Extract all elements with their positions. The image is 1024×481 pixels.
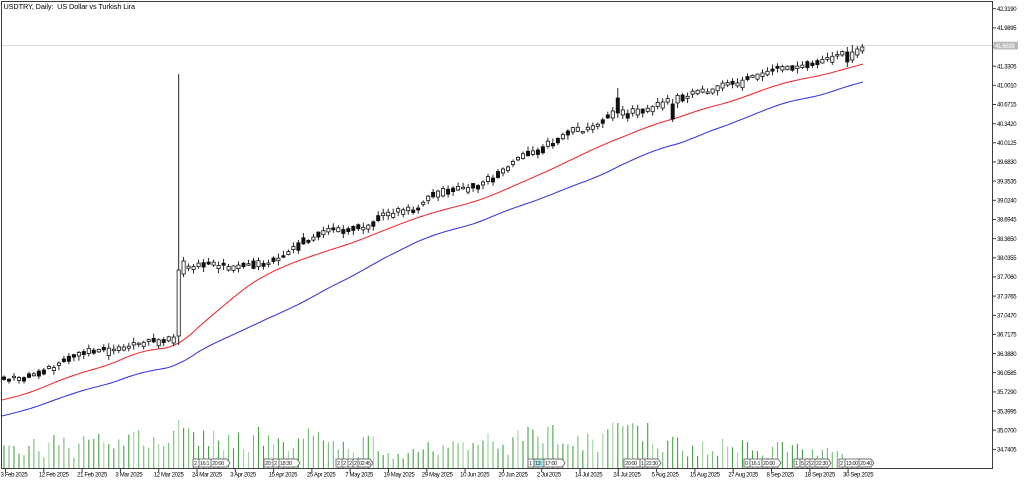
svg-text:2: 2 [194, 461, 197, 467]
svg-text:41.3305: 41.3305 [997, 64, 1017, 70]
svg-text:36.3880: 36.3880 [997, 352, 1017, 358]
svg-text:USDTRY, Daily: US Dollar vs T: USDTRY, Daily: US Dollar vs Turkish Lira [4, 2, 137, 11]
svg-text:20:00: 20:00 [763, 461, 775, 467]
svg-text:5: 5 [801, 461, 804, 467]
svg-text:39.0240: 39.0240 [997, 199, 1017, 205]
svg-text:20:00: 20:00 [212, 461, 224, 467]
svg-text:27 Aug 2025: 27 Aug 2025 [728, 473, 759, 479]
svg-text:24 Jul 2025: 24 Jul 2025 [613, 473, 641, 479]
svg-text:2: 2 [274, 461, 277, 467]
svg-text:36.0585: 36.0585 [997, 371, 1017, 377]
svg-text:10 Jun 2025: 10 Jun 2025 [460, 473, 490, 479]
svg-text:34.7405: 34.7405 [997, 448, 1017, 454]
svg-text:16:1: 16:1 [200, 461, 209, 467]
svg-text:20:40: 20:40 [860, 461, 872, 467]
svg-text:2 Jul 2025: 2 Jul 2025 [537, 473, 562, 479]
svg-text:35.3995: 35.3995 [997, 409, 1017, 415]
svg-text:22:30: 22:30 [646, 461, 658, 467]
svg-text:12 Feb 2025: 12 Feb 2025 [39, 473, 70, 479]
svg-text:17:00: 17:00 [545, 461, 557, 467]
svg-text:41.0010: 41.0010 [997, 84, 1017, 90]
svg-text:2: 2 [806, 461, 809, 467]
svg-text:24 Mar 2025: 24 Mar 2025 [192, 473, 223, 479]
svg-text:15 Apr 2025: 15 Apr 2025 [269, 473, 299, 479]
svg-text:38.6945: 38.6945 [997, 218, 1017, 224]
svg-text:14 Jul 2025: 14 Jul 2025 [575, 473, 603, 479]
svg-text:38.0355: 38.0355 [997, 256, 1017, 262]
svg-text:2: 2 [337, 461, 340, 467]
svg-text:2: 2 [354, 461, 357, 467]
svg-text:20:: 20: [265, 461, 272, 467]
svg-text:3 Apr 2025: 3 Apr 2025 [230, 473, 257, 479]
svg-text:1: 1 [641, 461, 644, 467]
svg-text:40.3420: 40.3420 [997, 122, 1017, 128]
svg-text:41.9895: 41.9895 [997, 26, 1017, 32]
svg-text:3 Mar 2025: 3 Mar 2025 [115, 473, 143, 479]
svg-text:5 Aug 2025: 5 Aug 2025 [652, 473, 680, 479]
svg-text:2: 2 [343, 461, 346, 467]
svg-text:38.3650: 38.3650 [997, 237, 1017, 243]
svg-text:35.7290: 35.7290 [997, 390, 1017, 396]
svg-text:16:1: 16:1 [751, 461, 760, 467]
svg-text:18 Sep 2025: 18 Sep 2025 [805, 473, 836, 479]
svg-text:21 Feb 2025: 21 Feb 2025 [77, 473, 108, 479]
svg-text:8 Sep 2025: 8 Sep 2025 [767, 473, 795, 479]
svg-text:35.0700: 35.0700 [997, 428, 1017, 434]
svg-text:25 Apr 2025: 25 Apr 2025 [307, 473, 337, 479]
svg-text:37.3765: 37.3765 [997, 294, 1017, 300]
svg-text:40.6715: 40.6715 [997, 103, 1017, 109]
svg-text:37.7060: 37.7060 [997, 275, 1017, 281]
svg-text:42.3190: 42.3190 [997, 7, 1017, 13]
svg-text:29 May 2025: 29 May 2025 [422, 473, 454, 479]
svg-text:2: 2 [840, 461, 843, 467]
svg-text:7 May 2025: 7 May 2025 [345, 473, 374, 479]
svg-text:39.6830: 39.6830 [997, 160, 1017, 166]
svg-text:41.6839: 41.6839 [995, 44, 1015, 50]
svg-text:02:45: 02:45 [359, 461, 371, 467]
svg-text:40.0125: 40.0125 [997, 141, 1017, 147]
svg-text:13:00: 13:00 [846, 461, 858, 467]
svg-text:1: 1 [795, 461, 798, 467]
svg-text:2: 2 [811, 461, 814, 467]
svg-text:20 Jun 2025: 20 Jun 2025 [498, 473, 528, 479]
svg-text:20:00: 20:00 [625, 461, 637, 467]
svg-text:2: 2 [349, 461, 352, 467]
svg-text:22:30: 22:30 [816, 461, 828, 467]
svg-text:12 Mar 2025: 12 Mar 2025 [154, 473, 185, 479]
svg-text:30 Sep 2025: 30 Sep 2025 [843, 473, 874, 479]
svg-text:13:: 13: [535, 461, 542, 467]
svg-text:36.7175: 36.7175 [997, 333, 1017, 339]
svg-text:3 Feb 2025: 3 Feb 2025 [1, 473, 29, 479]
svg-text:19 May 2025: 19 May 2025 [384, 473, 416, 479]
svg-text:39.3535: 39.3535 [997, 179, 1017, 185]
svg-text:0: 0 [745, 461, 748, 467]
svg-text:18:30: 18:30 [280, 461, 292, 467]
svg-text:1: 1 [529, 461, 532, 467]
svg-text:15 Aug 2025: 15 Aug 2025 [690, 473, 721, 479]
svg-text:37.0470: 37.0470 [997, 314, 1017, 320]
